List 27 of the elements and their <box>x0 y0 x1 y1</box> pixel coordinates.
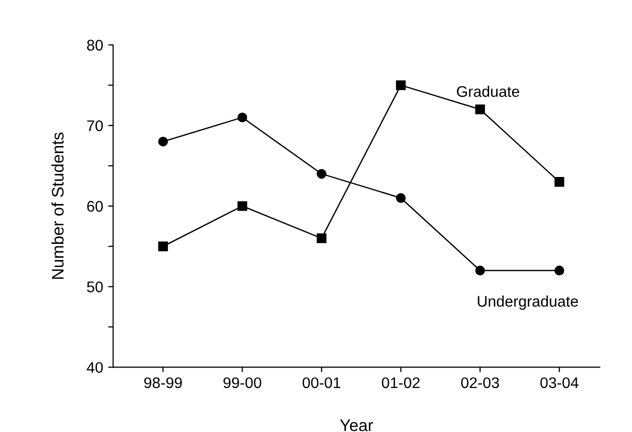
y-tick-label: 80 <box>87 40 103 51</box>
x-tick-label: 00-01 <box>302 377 340 388</box>
point <box>158 136 168 146</box>
point <box>475 266 485 276</box>
point <box>554 177 564 187</box>
x-tick-label: 03-04 <box>540 377 578 388</box>
point <box>158 241 168 252</box>
x-axis-title: Year <box>340 420 374 432</box>
y-tick-label: 60 <box>87 200 103 212</box>
x-tick-label: 98-99 <box>144 377 182 388</box>
x-tick-label: 01-02 <box>382 377 420 388</box>
y-tick-label: 70 <box>87 120 103 132</box>
point <box>475 104 485 114</box>
series-label: Undergraduate <box>478 296 578 310</box>
point <box>396 80 406 90</box>
point <box>396 193 406 203</box>
y-axis-title: Number of Students <box>51 132 64 279</box>
point <box>237 201 248 211</box>
point <box>237 112 248 122</box>
point <box>554 266 564 276</box>
y-tick-label: 50 <box>87 282 103 292</box>
point <box>316 168 326 179</box>
series-label: Graduate <box>456 86 520 97</box>
x-tick-label: 02-03 <box>461 377 499 388</box>
y-tick-label: 40 <box>86 362 103 373</box>
point <box>316 233 326 244</box>
x-tick-label: 99-00 <box>224 377 262 388</box>
